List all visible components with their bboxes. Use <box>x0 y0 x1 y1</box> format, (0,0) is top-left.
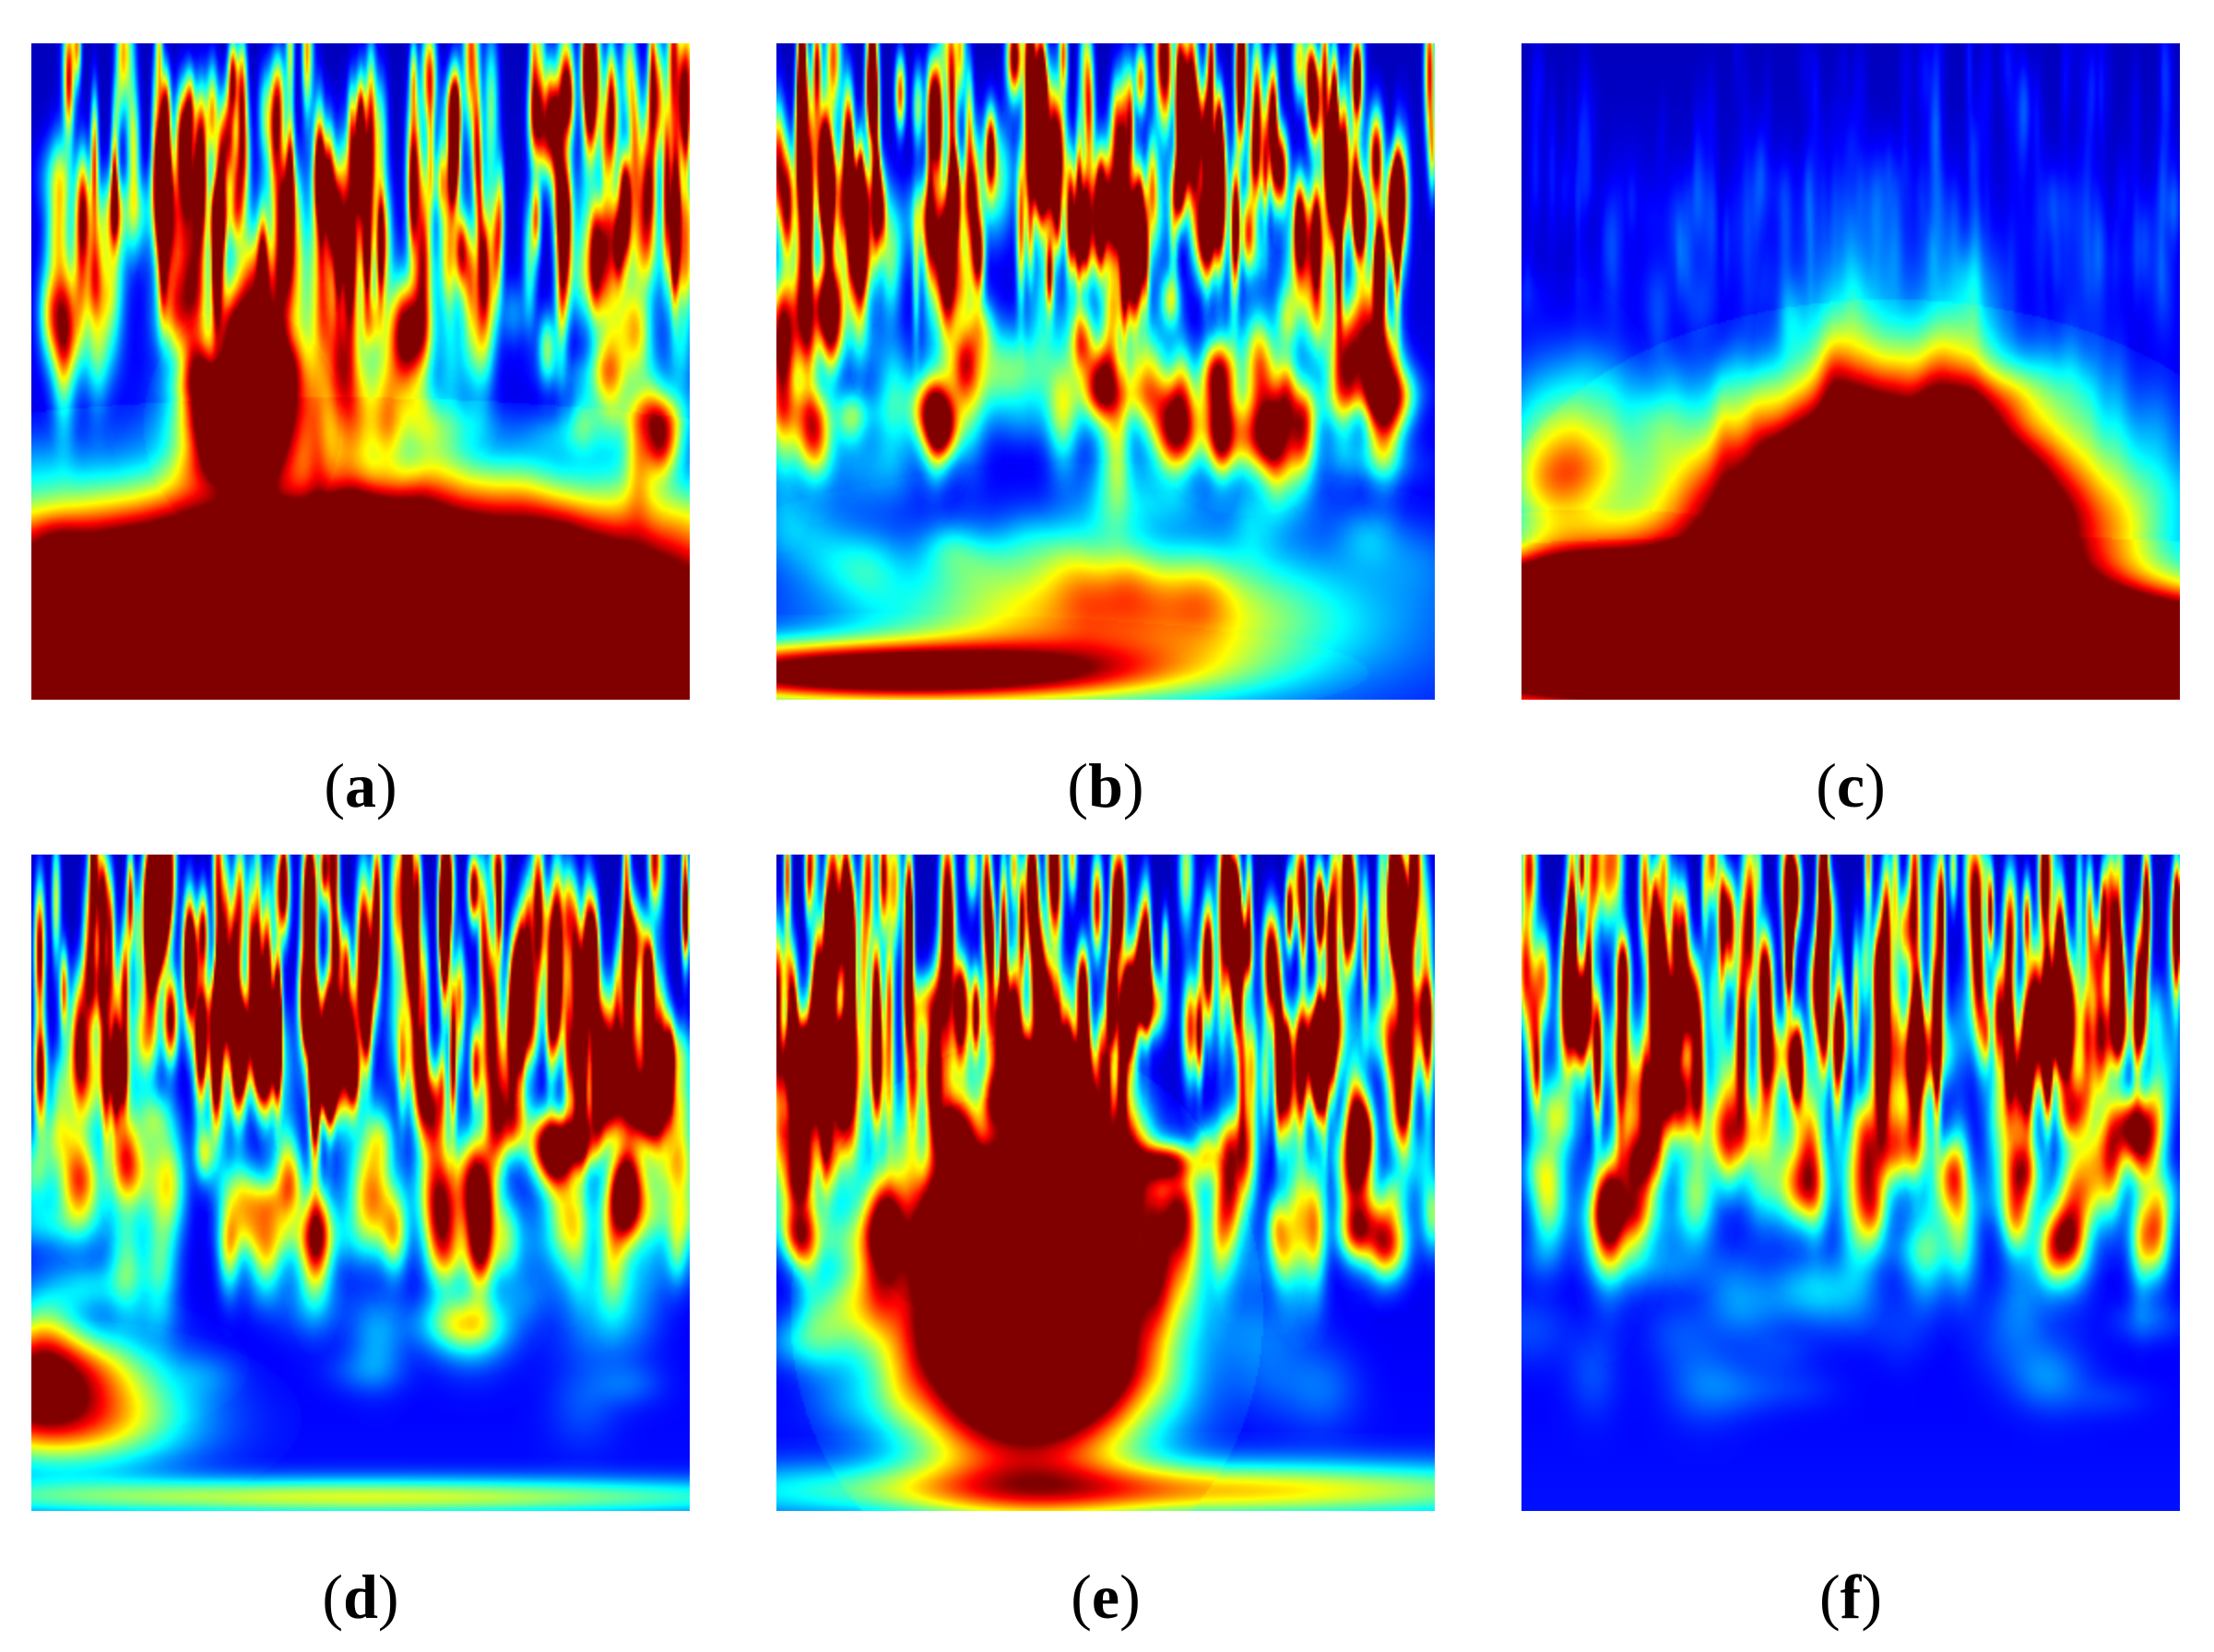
caption-letter-d: d <box>343 1562 378 1632</box>
heatmap-panel-f <box>1521 855 2180 1511</box>
heatmap-canvas-f <box>1521 855 2180 1511</box>
heatmap-panel-d <box>31 855 690 1511</box>
heatmap-canvas-c <box>1521 43 2180 700</box>
heatmap-canvas-a <box>31 43 690 700</box>
heatmap-panel-e <box>776 855 1435 1511</box>
heatmap-canvas-d <box>31 855 690 1511</box>
caption-a: (a) <box>324 750 397 820</box>
caption-letter-a: a <box>345 750 376 820</box>
heatmap-panel-b <box>776 43 1435 700</box>
caption-b: (b) <box>1067 750 1144 820</box>
caption-letter-e: e <box>1091 1562 1120 1632</box>
heatmap-panel-a <box>31 43 690 700</box>
caption-letter-f: f <box>1840 1562 1862 1632</box>
caption-letter-c: c <box>1836 750 1865 820</box>
caption-d: (d) <box>322 1562 399 1632</box>
heatmap-canvas-b <box>776 43 1435 700</box>
caption-f: (f) <box>1819 1562 1882 1632</box>
caption-c: (c) <box>1816 750 1886 820</box>
caption-e: (e) <box>1071 1562 1141 1632</box>
caption-letter-b: b <box>1088 750 1123 820</box>
heatmap-panel-c <box>1521 43 2180 700</box>
heatmap-canvas-e <box>776 855 1435 1511</box>
